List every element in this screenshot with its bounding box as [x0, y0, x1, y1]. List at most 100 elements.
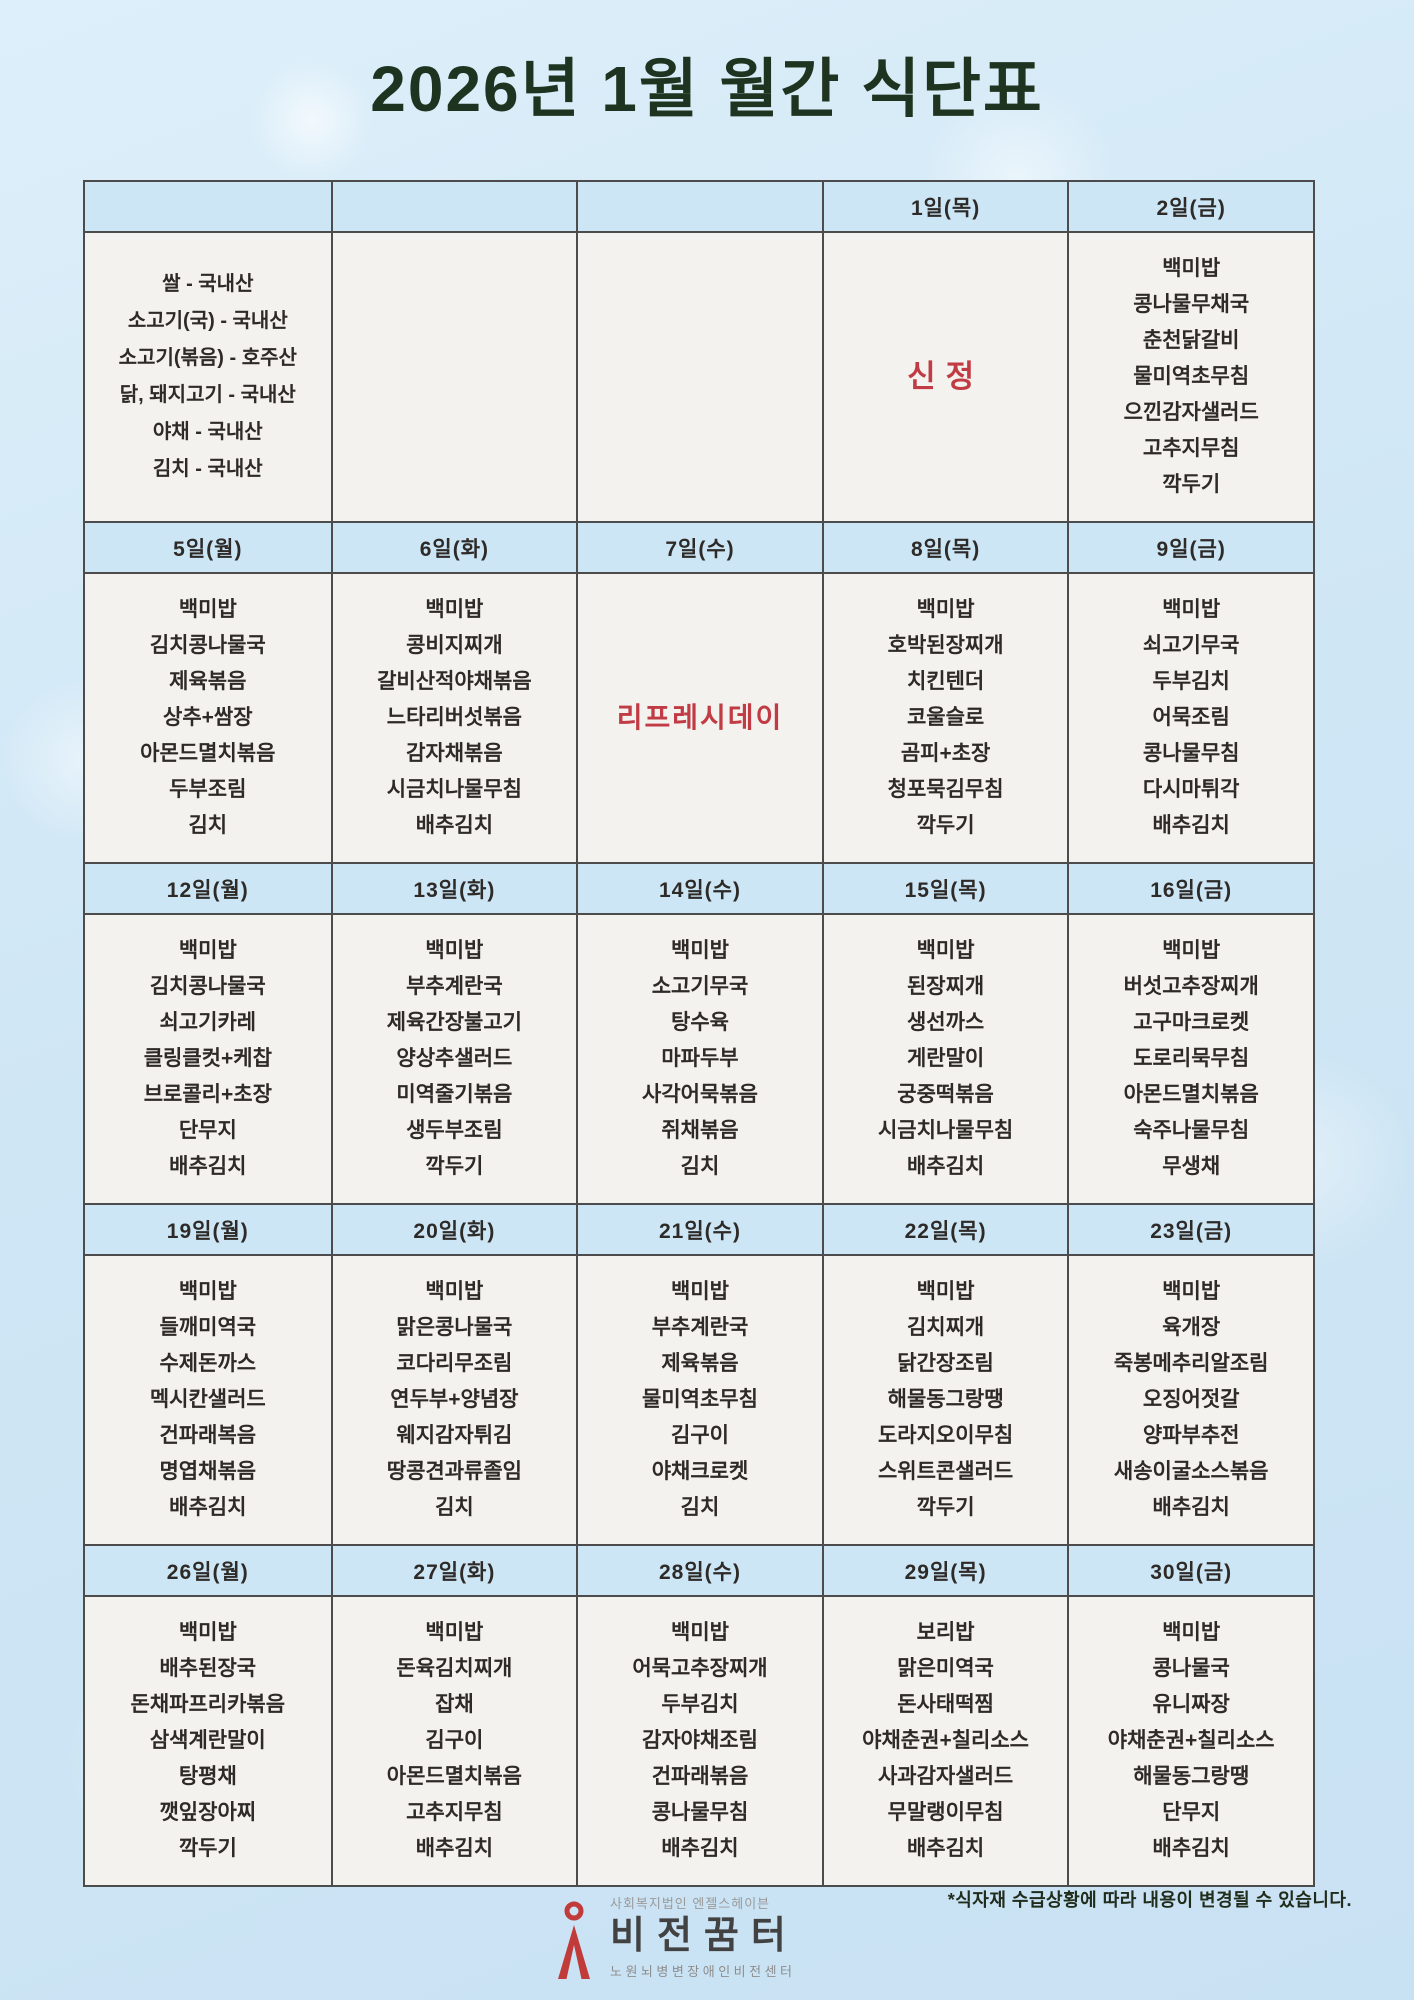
menu-item: 감자야채조림: [642, 1729, 758, 1752]
menu-item: 된장찌개: [906, 975, 985, 998]
menu-item: 생선까스: [906, 1011, 985, 1034]
menu-item: 시금치나물무침: [386, 778, 523, 801]
day-header: 2일(금): [1067, 182, 1313, 231]
day-header: 5일(월): [85, 523, 331, 572]
menu-item: 아몬드멸치볶음: [1123, 1083, 1259, 1106]
menu-item: 깍두기: [916, 814, 975, 837]
week-header-row: 1일(목) 2일(금): [85, 182, 1313, 233]
menu-item: 두부김치: [661, 1693, 739, 1716]
menu-cell: 백미밥 콩나물국 유니짜장 야채춘권+칠리소스 해물동그랑땡 단무지 배추김치: [1067, 1597, 1313, 1885]
menu-cell: 백미밥 호박된장찌개 치킨텐더 코울슬로 곰피+초장 청포묵김무침 깍두기: [821, 574, 1068, 862]
menu-item: 새송이굴소스볶음: [1113, 1460, 1269, 1483]
menu-item: 어묵조림: [1152, 706, 1230, 729]
menu-item: 쥐채볶음: [661, 1119, 739, 1142]
menu-item: 돈채파프리카볶음: [130, 1693, 286, 1716]
menu-item: 배추김치: [1152, 814, 1230, 837]
menu-item: 제육볶음: [661, 1352, 739, 1375]
empty-header: [330, 182, 577, 231]
menu-item: 맑은콩나물국: [396, 1316, 513, 1339]
day-header: 14일(수): [576, 864, 822, 913]
day-header: 21일(수): [576, 1205, 822, 1254]
menu-item: 배추김치: [906, 1837, 985, 1860]
menu-item: 백미밥: [425, 939, 484, 962]
menu-item: 김구이: [425, 1729, 484, 1752]
menu-item: 부추계란국: [651, 1316, 749, 1339]
menu-cell: 백미밥 부추계란국 제육볶음 물미역초무침 김구이 야채크로켓 김치: [576, 1256, 822, 1544]
menu-cell: 백미밥 김치찌개 닭간장조림 해물동그랑땡 도라지오이무침 스위트콘샐러드 깍두기: [821, 1256, 1068, 1544]
menu-item: 고추지무침: [406, 1801, 503, 1824]
menu-item: 백미밥: [671, 1621, 729, 1644]
menu-item: 김치콩나물국: [149, 634, 266, 657]
menu-item: 아몬드멸치볶음: [140, 742, 276, 765]
menu-item: 해물동그랑땡: [1133, 1765, 1250, 1788]
menu-item: 곰피+초장: [900, 742, 991, 765]
menu-cell: 백미밥 맑은콩나물국 코다리무조림 연두부+양념장 웨지감자튀김 땅콩견과류졸임 김치: [330, 1256, 577, 1544]
menu-item: 춘천닭갈비: [1142, 329, 1240, 352]
day-header: 6일(화): [330, 523, 577, 572]
menu-item: 숙주나물무침: [1133, 1119, 1250, 1142]
menu-item: 백미밥: [916, 598, 975, 621]
menu-item: 삼색계란말이: [149, 1729, 266, 1752]
menu-cell: 백미밥 김치콩나물국 제육볶음 상추+쌈장 아몬드멸치볶음 두부조림 김치: [85, 574, 331, 862]
menu-item: 도라지오이무침: [877, 1424, 1014, 1447]
menu-item: 생두부조림: [406, 1119, 503, 1142]
menu-item: 깍두기: [425, 1155, 484, 1178]
footnote: *식자재 수급상황에 따라 내용이 변경될 수 있습니다.: [947, 1890, 1352, 1910]
day-header: 7일(수): [576, 523, 822, 572]
empty-cell: [330, 233, 577, 521]
empty-cell: [576, 233, 822, 521]
menu-item: 갈비산적야채볶음: [377, 670, 532, 693]
origin-item: 소고기(볶음) - 호주산: [118, 347, 297, 369]
menu-item: 청포묵김무침: [887, 778, 1004, 801]
page-title: 2026년 1월 월간 식단표: [370, 53, 1044, 125]
day-header: 8일(목): [821, 523, 1068, 572]
menu-item: 오징어젓갈: [1142, 1388, 1240, 1411]
menu-item: 시금치나물무침: [877, 1119, 1014, 1142]
menu-item: 백미밥: [178, 1621, 237, 1644]
menu-item: 잡채: [435, 1693, 474, 1716]
menu-cell: 보리밥 맑은미역국 돈사태떡찜 야채춘권+칠리소스 사과감자샐러드 무말랭이무침 배추김치: [821, 1597, 1068, 1885]
day-header: 27일(화): [330, 1546, 577, 1595]
menu-item: 탕수육: [671, 1011, 729, 1034]
menu-item: 제육볶음: [169, 670, 247, 693]
menu-item: 단무지: [1162, 1801, 1221, 1824]
menu-item: 배추김치: [1152, 1837, 1230, 1860]
menu-item: 육개장: [1162, 1316, 1221, 1339]
menu-item: 들깨미역국: [159, 1316, 257, 1339]
menu-item: 탕평채: [178, 1765, 237, 1788]
menu-item: 죽봉메추리알조림: [1113, 1352, 1269, 1375]
menu-item: 소고기무국: [651, 975, 749, 998]
menu-item: 백미밥: [425, 598, 484, 621]
week-header-row: 12일(월) 13일(화) 14일(수) 15일(목) 16일(금): [85, 864, 1313, 915]
day-header: 16일(금): [1067, 864, 1313, 913]
week-body-row: 쌀 - 국내산 소고기(국) - 국내산 소고기(볶음) - 호주산 닭, 돼지고기 …: [85, 233, 1313, 523]
menu-item: 콩나물무침: [1142, 742, 1240, 765]
menu-item: 무생채: [1162, 1155, 1221, 1178]
menu-item: 백미밥: [916, 939, 975, 962]
menu-item: 김치: [435, 1496, 474, 1519]
menu-item: 김치: [680, 1155, 720, 1178]
menu-item: 김치: [188, 814, 228, 837]
menu-item: 김치: [680, 1496, 720, 1519]
week-body-row: 백미밥 들깨미역국 수제돈까스 멕시칸샐러드 건파래복음 명엽채볶음 배추김치 백미밥 맑은콩나…: [85, 1256, 1313, 1546]
menu-item: 야채춘권+칠리소스: [1107, 1729, 1275, 1752]
menu-item: 사과감자샐러드: [877, 1765, 1014, 1788]
day-header: 19일(월): [85, 1205, 331, 1254]
menu-item: 해물동그랑땡: [887, 1388, 1004, 1411]
logo-org-sub: 노원뇌병변장애인비전센터: [610, 1964, 796, 1979]
special-cell: 리프레시데이: [576, 574, 822, 862]
menu-item: 연두부+양념장: [390, 1388, 519, 1411]
menu-item: 클링클컷+케찹: [143, 1047, 272, 1070]
menu-item: 양상추샐러드: [396, 1047, 513, 1070]
menu-item: 콩나물국: [1152, 1657, 1230, 1680]
menu-table: 1일(목) 2일(금) 쌀 - 국내산 소고기(국) - 국내산 소고기(볶음) - 호…: [83, 180, 1315, 1887]
menu-item: 아몬드멸치볶음: [386, 1765, 523, 1788]
menu-item: 게란말이: [906, 1047, 985, 1070]
week-header-row: 5일(월) 6일(화) 7일(수) 8일(목) 9일(금): [85, 523, 1313, 574]
menu-item: 배추김치: [169, 1155, 247, 1178]
menu-item: 웨지감자튀김: [396, 1424, 513, 1447]
menu-item: 물미역초무침: [642, 1388, 758, 1411]
menu-item: 콩비지찌개: [406, 634, 503, 657]
menu-item: 깍두기: [916, 1496, 975, 1519]
menu-item: 코다리무조림: [396, 1352, 513, 1375]
